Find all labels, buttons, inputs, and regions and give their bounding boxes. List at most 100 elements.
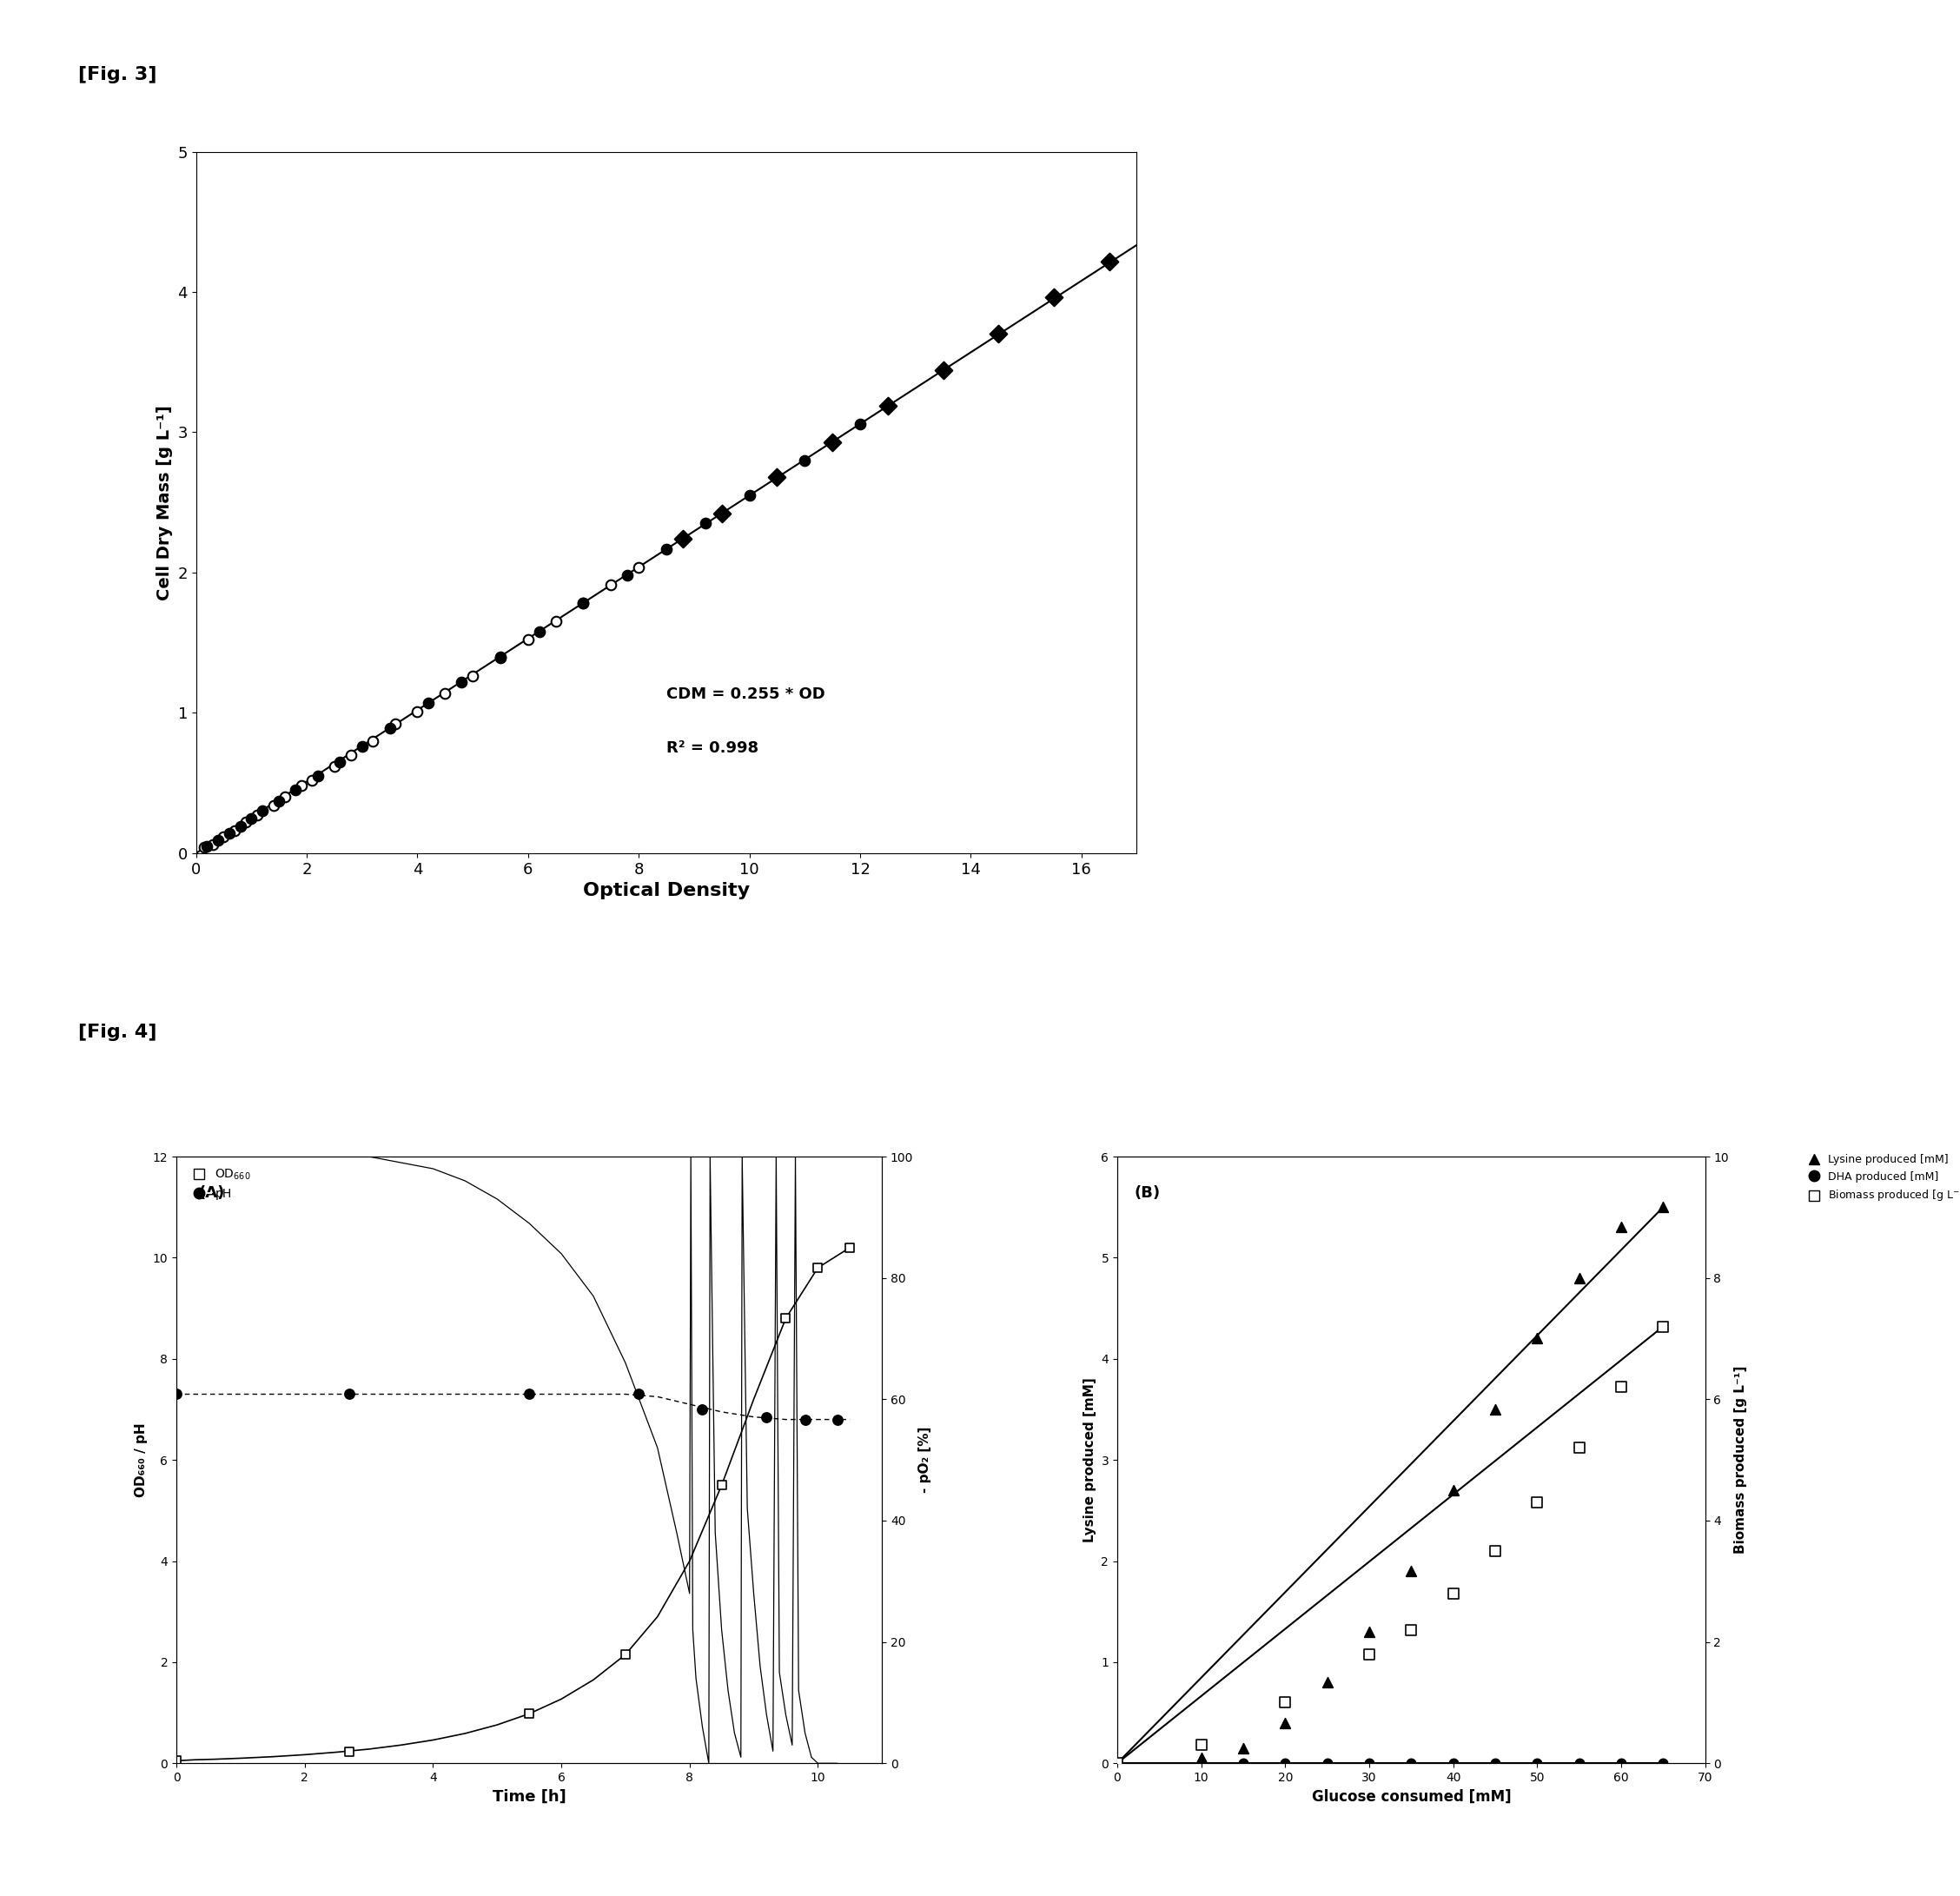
Point [1396, 1557, 1427, 1587]
Point [235, 802, 267, 832]
Point [927, 355, 958, 385]
Y-axis label: Cell Dry Mass [g L⁻¹]: Cell Dry Mass [g L⁻¹] [157, 404, 172, 601]
Point [1094, 246, 1125, 277]
Point [161, 1746, 192, 1777]
Point [484, 641, 515, 671]
Point [666, 523, 698, 554]
Text: (B): (B) [1135, 1185, 1160, 1200]
Y-axis label: - pO₂ [%]: - pO₂ [%] [917, 1426, 931, 1494]
Point [302, 760, 333, 791]
Point [380, 709, 412, 739]
Y-axis label: Lysine produced [mM]: Lysine produced [mM] [1084, 1378, 1096, 1541]
Y-axis label: Biomass produced [g L⁻¹]: Biomass produced [g L⁻¹] [1735, 1365, 1746, 1555]
Point [1480, 1536, 1511, 1566]
Point [1437, 1577, 1468, 1608]
Point [512, 626, 543, 656]
Point [1102, 1748, 1133, 1778]
Point [568, 588, 600, 618]
Text: (A): (A) [198, 1185, 225, 1200]
Point [596, 571, 627, 601]
Point [286, 770, 318, 800]
Point [1437, 1748, 1468, 1778]
Point [1311, 1667, 1343, 1697]
Point [1605, 1748, 1637, 1778]
Legend: OD$_{660}$, pH: OD$_{660}$, pH [182, 1162, 257, 1204]
Point [1648, 1748, 1680, 1778]
Point [1564, 1433, 1595, 1464]
Point [1354, 1638, 1386, 1668]
Point [269, 781, 300, 811]
X-axis label: Glucose consumed [mM]: Glucose consumed [mM] [1311, 1788, 1511, 1805]
Text: [Fig. 4]: [Fig. 4] [78, 1024, 157, 1041]
Point [192, 830, 223, 861]
Point [514, 1699, 545, 1729]
Point [202, 825, 233, 855]
Point [241, 800, 272, 830]
X-axis label: Optical Density: Optical Density [582, 882, 751, 899]
Point [1227, 1733, 1258, 1763]
Point [1396, 1748, 1427, 1778]
Point [610, 1640, 641, 1670]
Point [319, 751, 351, 781]
Point [790, 1405, 821, 1435]
Point [357, 726, 388, 757]
Point [1521, 1323, 1552, 1354]
Point [523, 616, 555, 647]
Point [214, 819, 245, 849]
Point [333, 1737, 365, 1767]
Y-axis label: OD₆₆₀ / pH: OD₆₆₀ / pH [135, 1422, 147, 1498]
Point [1039, 283, 1070, 313]
Point [623, 1378, 655, 1409]
Point [817, 427, 849, 457]
Point [247, 796, 278, 827]
Point [733, 480, 764, 510]
Point [161, 1378, 192, 1409]
Point [982, 319, 1013, 349]
Point [1437, 1475, 1468, 1505]
Point [751, 1401, 782, 1431]
Point [1564, 1748, 1595, 1778]
Point [1605, 1212, 1637, 1242]
Point [225, 811, 257, 842]
Point [1270, 1708, 1301, 1739]
Point [872, 391, 904, 421]
Point [1521, 1486, 1552, 1517]
Point [1354, 1617, 1386, 1648]
Point [1648, 1193, 1680, 1223]
Point [706, 1469, 737, 1500]
Point [770, 1303, 802, 1333]
Point [790, 446, 821, 476]
Point [1102, 1748, 1133, 1778]
Point [1186, 1729, 1217, 1759]
Text: R² = 0.998: R² = 0.998 [666, 739, 759, 757]
Point [802, 1253, 833, 1284]
Point [1227, 1748, 1258, 1778]
Point [188, 832, 220, 863]
Point [623, 552, 655, 582]
Point [686, 1394, 717, 1424]
Point [568, 588, 600, 618]
Point [335, 739, 367, 770]
Point [414, 688, 445, 719]
Point [1186, 1748, 1217, 1778]
Point [1270, 1687, 1301, 1718]
Point [651, 533, 682, 563]
Point [821, 1405, 853, 1435]
Text: CDM = 0.255 * OD: CDM = 0.255 * OD [666, 686, 825, 702]
Point [514, 1378, 545, 1409]
Point [333, 1378, 365, 1409]
Point [1605, 1373, 1637, 1403]
Point [706, 499, 737, 529]
Text: [Fig. 3]: [Fig. 3] [78, 66, 157, 83]
Point [208, 821, 239, 851]
Point [1354, 1748, 1386, 1778]
Point [541, 607, 572, 637]
Point [196, 830, 227, 861]
Point [1480, 1748, 1511, 1778]
Point [835, 1232, 866, 1263]
Point [259, 791, 290, 821]
Point [323, 747, 355, 777]
Point [1186, 1742, 1217, 1773]
Point [760, 463, 792, 493]
Point [1311, 1748, 1343, 1778]
